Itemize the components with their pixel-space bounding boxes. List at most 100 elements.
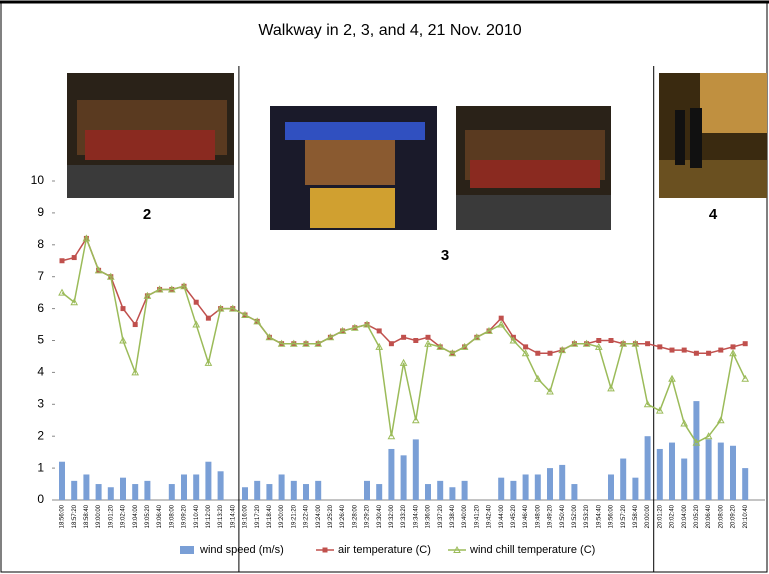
bar: [644, 436, 651, 500]
marker: [216, 304, 225, 312]
x-tick-label: 19:20:00: [279, 504, 285, 528]
y-tick-label: 10: [31, 173, 45, 187]
marker: [619, 339, 628, 347]
marker: [742, 341, 748, 347]
y-tick-label: 9: [37, 205, 44, 219]
marker: [533, 374, 542, 382]
marker: [655, 406, 664, 414]
bar: [303, 484, 309, 500]
marker: [509, 336, 518, 344]
marker: [498, 315, 504, 321]
marker: [399, 358, 408, 366]
photo: [270, 106, 437, 230]
y-tick-label: 1: [37, 460, 44, 474]
x-tick-label: 19:38:40: [450, 504, 456, 528]
x-tick-label: 19:22:40: [304, 504, 310, 528]
marker: [71, 255, 77, 261]
bar: [620, 458, 627, 500]
bar: [681, 458, 688, 500]
y-tick-label: 2: [37, 428, 44, 442]
bar: [461, 480, 468, 500]
marker: [693, 350, 699, 356]
x-tick-label: 19:42:40: [487, 504, 493, 528]
bar: [559, 464, 566, 500]
marker: [729, 349, 737, 357]
bar: [290, 480, 297, 500]
x-tick-label: 18:56:00: [60, 504, 66, 528]
legend-label: air temperature (C): [338, 544, 431, 556]
x-tick-label: 19:30:40: [377, 504, 383, 528]
x-tick-label: 19:49:20: [548, 504, 554, 528]
chart-title: Walkway in 2, 3, and 4, 21 Nov. 2010: [258, 22, 521, 39]
marker: [326, 333, 335, 341]
marker: [350, 323, 359, 331]
x-tick-label: 19:13:20: [218, 504, 224, 528]
x-tick-label: 19:26:40: [340, 504, 346, 528]
x-tick-label: 19:00:00: [96, 504, 102, 528]
bar: [364, 480, 370, 500]
marker: [535, 350, 541, 356]
marker: [120, 306, 126, 312]
marker: [472, 333, 481, 341]
y-tick-label: 5: [37, 333, 44, 347]
bar: [632, 477, 639, 500]
marker: [167, 285, 176, 293]
marker: [193, 299, 199, 305]
x-tick-label: 20:10:40: [743, 504, 749, 528]
y-tick-label: 3: [37, 396, 44, 410]
bar: [693, 401, 700, 500]
y-tick-label: 4: [37, 365, 44, 379]
photo: [456, 106, 611, 230]
bar: [120, 477, 126, 500]
x-tick-label: 19:32:00: [389, 504, 395, 528]
marker: [70, 298, 79, 306]
marker: [119, 336, 127, 344]
x-tick-label: 19:48:00: [535, 504, 541, 528]
x-tick-label: 19:05:20: [145, 504, 151, 528]
bar: [510, 480, 517, 500]
marker: [155, 285, 164, 293]
x-tick-label: 19:08:00: [169, 504, 175, 528]
x-tick-label: 19:14:40: [230, 504, 236, 528]
x-tick-label: 19:25:20: [328, 504, 334, 528]
marker: [706, 350, 712, 356]
y-tick-label: 7: [37, 269, 44, 283]
bar: [498, 477, 505, 500]
section-label: 4: [709, 206, 718, 223]
marker: [59, 258, 65, 264]
x-tick-label: 18:58:40: [84, 504, 90, 528]
marker: [570, 339, 579, 347]
x-tick-label: 20:00:00: [645, 504, 651, 528]
bar: [217, 471, 224, 500]
marker: [132, 322, 138, 328]
x-tick-label: 19:58:40: [633, 504, 639, 528]
marker: [289, 339, 298, 347]
x-tick-label: 20:08:00: [718, 504, 724, 528]
marker: [425, 334, 431, 340]
x-tick-label: 19:28:00: [352, 504, 358, 528]
bar: [717, 442, 724, 500]
marker: [546, 387, 554, 395]
x-tick-label: 19:52:00: [572, 504, 578, 528]
x-tick-label: 19:46:40: [523, 504, 529, 528]
x-tick-label: 20:09:20: [731, 504, 737, 528]
marker: [180, 282, 188, 290]
section-label: 3: [441, 247, 449, 264]
marker: [594, 342, 603, 350]
marker: [375, 342, 384, 350]
marker: [448, 349, 457, 357]
marker: [680, 419, 689, 427]
bar: [144, 480, 151, 500]
marker: [413, 338, 419, 343]
bar: [742, 468, 749, 500]
marker: [376, 328, 382, 334]
photo: [67, 73, 234, 198]
y-tick-label: 8: [37, 237, 44, 251]
x-tick-label: 19:09:20: [182, 504, 188, 528]
x-tick-label: 19:56:00: [609, 504, 615, 528]
marker: [106, 272, 115, 280]
bar: [132, 484, 139, 500]
marker: [704, 432, 713, 440]
bar: [315, 480, 322, 500]
marker: [485, 326, 493, 334]
